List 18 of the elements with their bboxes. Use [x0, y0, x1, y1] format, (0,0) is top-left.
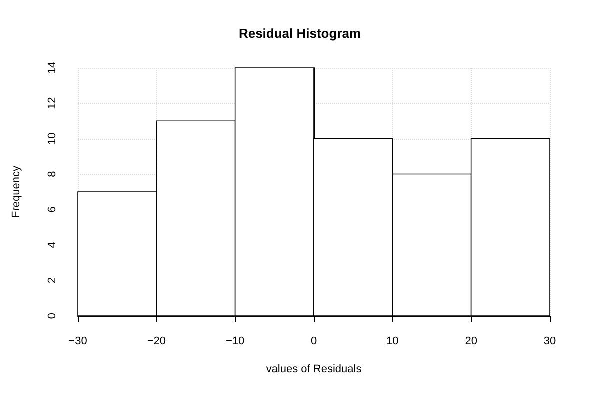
y-tick-label: 4	[46, 242, 58, 248]
x-tick-label: 30	[544, 336, 556, 348]
y-axis-title: Frequency	[10, 166, 22, 218]
y-tick-label: 2	[46, 278, 58, 284]
y-tick-label: 6	[46, 206, 58, 213]
chart-title: Residual Histogram	[238, 26, 362, 41]
y-tick-label: 8	[46, 171, 58, 178]
y-tick-label: 0	[46, 312, 58, 320]
x-axis-title: values of Residuals	[266, 364, 362, 376]
x-tick-label: −30	[68, 336, 88, 348]
y-tick-label: 14	[46, 62, 58, 74]
x-tick-label: −20	[147, 336, 166, 348]
x-tick-label: 10	[386, 336, 399, 348]
y-tick-label: 12	[46, 97, 58, 110]
x-tick-label: 20	[465, 336, 478, 348]
x-tick-label: 0	[310, 336, 318, 348]
x-tick-label: −10	[226, 336, 245, 348]
y-tick-label: 10	[46, 132, 58, 145]
